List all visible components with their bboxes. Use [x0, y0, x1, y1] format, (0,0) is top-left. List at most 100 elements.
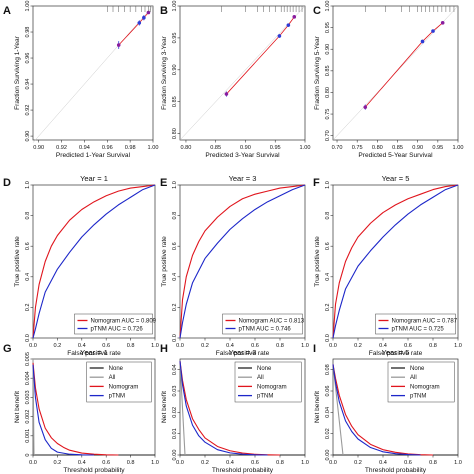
legend-label: Nomogram: [257, 384, 287, 390]
y-tick-label: 0.92: [25, 105, 31, 116]
legend: None All Nomogram pTNM: [387, 361, 455, 403]
y-tick-label: 0.0: [25, 334, 31, 342]
y-tick-label: 0.2: [325, 304, 331, 312]
legend-label: Nomogram AUC = 0.787: [392, 319, 458, 325]
y-tick-label: 0.85: [172, 96, 178, 107]
plot-frame: [332, 5, 459, 141]
x-tick-label: 1.00: [148, 145, 159, 151]
y-tick-label: 0.005: [25, 352, 31, 366]
y-tick-label: 0.80: [172, 128, 178, 139]
chart-title: Year = 5: [382, 348, 410, 357]
x-tick-label: 0.90: [240, 145, 251, 151]
legend-label: Nomogram: [410, 384, 440, 390]
panel-letter: F: [313, 177, 320, 189]
y-tick-label: 0.04: [325, 407, 331, 418]
x-tick-label: 0.0: [176, 343, 184, 349]
y-tick-label: 0.70: [325, 130, 331, 141]
chart-title: Year = 1: [80, 348, 108, 357]
y-tick-label: 0.96: [25, 53, 31, 64]
plot-frame: [179, 184, 306, 339]
legend: Nomogram AUC = 0.787 pTNM AUC = 0.725: [375, 313, 458, 335]
panel-letter: A: [3, 5, 11, 17]
x-tick-label: 0.95: [270, 145, 281, 151]
panel-i: I Year = 5 0.0 0.2 0.4 0.6 0.8 1.0 0.00 0.02 0.04 0…: [313, 343, 462, 474]
x-tick-label: 0.2: [54, 460, 62, 466]
calibration-point: [224, 92, 229, 96]
x-tick-label: 0.0: [329, 460, 337, 466]
y-tick-label: 0.03: [172, 386, 178, 397]
panel-letter: C: [313, 5, 321, 17]
calibration-point: [116, 43, 121, 47]
series-line-all: [179, 361, 186, 456]
y-tick-label: 0.95: [172, 32, 178, 43]
calibration-point: [363, 105, 368, 109]
panel-f: F Year = 5 0.0 0.2 0.4 0.6 0.8 1.0 0.0 0.2 0.4 0.6 0…: [313, 174, 462, 357]
x-tick-label: 1.0: [301, 460, 309, 466]
series-line-ptnm: [179, 361, 268, 456]
legend-label: pTNM AUC = 0.725: [392, 327, 445, 333]
y-tick-label: 0.90: [325, 44, 331, 55]
x-tick-label: 0.6: [251, 460, 259, 466]
y-tick-label: 0.06: [325, 386, 331, 397]
y-tick-label: 0.85: [325, 65, 331, 76]
x-tick-label: 0.2: [54, 343, 62, 349]
x-axis-label: False positive rate: [67, 350, 121, 357]
reference-diagonal: [32, 5, 154, 143]
legend-label: Nomogram: [109, 384, 139, 390]
y-tick-label: 0.00: [172, 450, 178, 461]
panel-letter: I: [313, 343, 316, 355]
y-axis-label: Net benefit: [314, 391, 321, 423]
calibration-point: [277, 34, 282, 38]
panel-b: B 0.80 0.85 0.90 0.95 1.00 0.80 0.85 0.90 0.95 1.0…: [160, 1, 310, 159]
y-tick-label: 0.2: [172, 304, 178, 312]
legend-label: All: [257, 375, 264, 381]
series-line-ptnm: [332, 184, 459, 339]
y-axis-label: Net benefit: [161, 391, 168, 423]
y-tick-label: 0.90: [172, 64, 178, 75]
x-tick-label: 0.0: [329, 343, 337, 349]
x-axis-label: False positive rate: [369, 350, 423, 357]
y-tick-label: 0.00: [325, 450, 331, 461]
y-tick-label: 0.6: [172, 242, 178, 250]
x-tick-label: 1.0: [151, 343, 159, 349]
legend: None All Nomogram pTNM: [234, 361, 302, 403]
y-tick-label: 0: [25, 453, 31, 456]
calibration-point: [146, 10, 151, 15]
x-tick-label: 0.90: [412, 145, 423, 151]
legend-label: Nomogram AUC = 0.813: [239, 319, 305, 325]
legend-label: pTNM: [257, 394, 273, 400]
legend-box: [74, 313, 153, 335]
y-axis-label: Fraction Surviving 5-Year: [314, 35, 321, 110]
reference-diagonal: [179, 5, 306, 141]
y-tick-label: 0.75: [325, 109, 331, 120]
x-tick-label: 0.4: [226, 460, 234, 466]
y-axis-label: True positive rate: [14, 236, 21, 287]
x-tick-label: 0.70: [332, 145, 343, 151]
x-tick-label: 1.0: [151, 460, 159, 466]
x-tick-label: 0.4: [226, 343, 234, 349]
x-tick-label: 0.98: [125, 145, 136, 151]
x-tick-label: 0.85: [210, 145, 221, 151]
x-tick-label: 0.6: [251, 343, 259, 349]
y-tick-label: 0.4: [25, 273, 31, 281]
legend-label: All: [410, 375, 417, 381]
x-tick-label: 0.0: [176, 460, 184, 466]
y-tick-label: 0.8: [25, 212, 31, 220]
x-tick-label: 0.2: [354, 343, 362, 349]
legend-label: Nomogram AUC = 0.809: [90, 319, 156, 325]
legend-label: All: [109, 375, 116, 381]
legend: None All Nomogram pTNM: [86, 361, 152, 403]
y-tick-label: 0.6: [25, 242, 31, 250]
x-tick-label: 0.4: [78, 460, 86, 466]
y-tick-label: 0.04: [172, 364, 178, 375]
panel-h: H Year = 3 0.0 0.2 0.4 0.6 0.8 1.0 0.00 0.01 0.02 0…: [160, 343, 309, 474]
y-tick-label: 1.00: [325, 1, 331, 12]
panel-g: G Year = 1 0.0 0.2 0.4 0.6 0.8 1.0 0 0.001 0.002 0.…: [3, 343, 159, 474]
y-tick-label: 0.08: [325, 364, 331, 375]
y-tick-label: 1.0: [172, 181, 178, 189]
y-tick-label: 0.94: [25, 79, 31, 90]
legend-label: pTNM AUC = 0.746: [239, 327, 292, 333]
x-axis-label: Threshold probability: [365, 467, 427, 474]
calibration-line: [118, 12, 149, 46]
y-tick-label: 0.95: [325, 22, 331, 33]
